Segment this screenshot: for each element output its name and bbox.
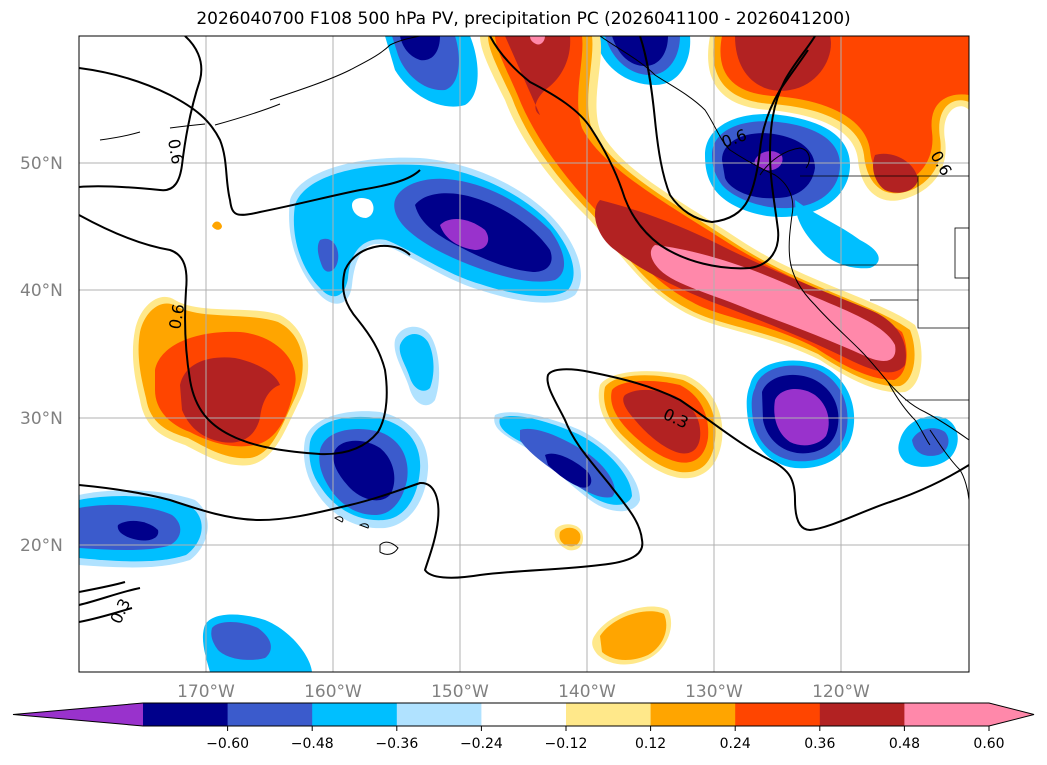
negative-anomaly-alaska — [385, 36, 478, 107]
pv-contours — [79, 36, 969, 623]
lon-label-140w: 140°W — [558, 682, 616, 702]
colorbar-segment — [566, 703, 652, 726]
colorbar-segment — [650, 703, 736, 726]
colorbar-extend-left — [13, 703, 143, 726]
positive-anomaly-south — [592, 606, 672, 665]
colorbar-segment — [819, 703, 905, 726]
lon-label-150w: 150°W — [431, 682, 489, 702]
lat-label-30n: 30°N — [20, 409, 63, 429]
colorbar-segment — [735, 703, 821, 726]
lon-label-120w: 120°W — [812, 682, 870, 702]
colorbar-outline — [12, 702, 1035, 727]
negative-anomaly-small — [394, 326, 440, 406]
negative-anomaly-hawaii — [303, 411, 429, 529]
lon-label-170w: 170°W — [177, 682, 235, 702]
negative-anomaly-pacific-nw — [705, 114, 879, 269]
negative-anomaly-subtropical — [494, 412, 640, 512]
contour-label: 0.6 — [164, 137, 187, 165]
colorbar-tick-label: 0.24 — [720, 736, 751, 752]
colorbar-tick-label: −0.60 — [206, 736, 249, 752]
contour-label: 0.6 — [165, 302, 188, 330]
negative-anomaly-south — [202, 614, 312, 672]
colorbar-segment — [904, 703, 990, 726]
lat-label-20n: 20°N — [20, 536, 63, 556]
colorbar-tick-label: −0.36 — [375, 736, 418, 752]
colorbar: −0.60 −0.48 −0.36 −0.24 −0.12 0.12 0.24 0.36 0.4… — [12, 702, 1035, 752]
colorbar-tick-label: 0.48 — [889, 736, 920, 752]
colorbar-tick-label: 0.60 — [973, 736, 1004, 752]
colorbar-tick-label: 0.36 — [804, 736, 835, 752]
negative-anomaly-west-sub — [79, 490, 208, 568]
negative-anomaly-baja — [746, 360, 855, 469]
lon-label-130w: 130°W — [685, 682, 743, 702]
graticule — [79, 36, 969, 672]
lat-label-50n: 50°N — [20, 154, 63, 174]
borders — [790, 175, 969, 401]
colorbar-tick-label: −0.24 — [460, 736, 503, 752]
map-title: 2026040700 F108 500 hPa PV, precipitatio… — [196, 9, 851, 29]
positive-anomaly-west — [132, 296, 309, 466]
colorbar-tick-label: −0.48 — [291, 736, 334, 752]
colorbar-segment — [312, 703, 398, 726]
colorbar-segment — [143, 703, 229, 726]
negative-anomaly-central-north — [289, 157, 581, 304]
precip-shading — [79, 36, 969, 672]
colorbar-segment — [481, 703, 567, 726]
positive-anomaly-tiny — [212, 221, 222, 230]
colorbar-tick-label: 0.12 — [635, 736, 666, 752]
contour-label: 0.3 — [106, 596, 134, 627]
colorbar-tick-label: −0.12 — [545, 736, 588, 752]
colorbar-extend-right — [989, 703, 1034, 726]
lon-label-160w: 160°W — [304, 682, 362, 702]
colorbar-segment — [227, 703, 313, 726]
positive-anomaly-diagonal-band — [480, 36, 922, 393]
colorbar-segment — [396, 703, 482, 726]
positive-anomaly-central — [598, 371, 723, 479]
positive-anomaly-small — [554, 524, 584, 551]
map-frame — [78, 35, 970, 673]
lat-label-40n: 40°N — [20, 281, 63, 301]
